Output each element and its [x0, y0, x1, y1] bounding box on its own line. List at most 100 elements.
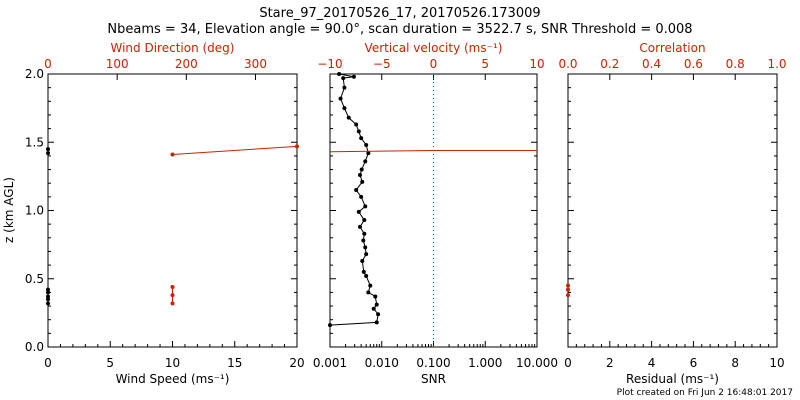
wind-data-point [46, 294, 50, 299]
y-axis-label: z (km AGL) [2, 177, 16, 243]
wind-series-line [172, 145, 298, 156]
corr-top-tick-label: 0.2 [600, 57, 619, 71]
vv-x-tick-label: 0.100 [416, 356, 450, 370]
vv-top-tick-label: 5 [481, 57, 489, 71]
corr-x-tick-label: 4 [648, 356, 656, 370]
vv-series-line [329, 73, 379, 326]
vv-x-tick-label: 0.010 [365, 356, 399, 370]
vv-data-point [356, 129, 361, 134]
vv-data-point [363, 245, 368, 250]
corr-top-tick-label: 0.6 [684, 57, 703, 71]
plot-created-footer: Plot created on Fri Jun 2 16:48:01 2017 [617, 388, 793, 398]
vv-data-point [363, 204, 368, 209]
vv-data-point [337, 72, 342, 76]
corr-top-tick-label: 0.0 [558, 57, 577, 71]
vv-x-axis-label: SNR [421, 372, 446, 386]
vv-data-point [376, 312, 381, 317]
wind-data-point [170, 152, 175, 157]
vv-data-point [360, 179, 365, 184]
corr-x-tick-label: 8 [731, 356, 739, 370]
vv-top-tick-label: −5 [373, 57, 391, 71]
vv-data-point [341, 76, 346, 81]
vv-x-tick-label: 0.001 [313, 356, 347, 370]
wind-data-point [46, 301, 50, 306]
wind-top-tick-label: 100 [106, 57, 129, 71]
vv-data-point [342, 106, 347, 111]
wind-x-tick-label: 5 [106, 356, 114, 370]
vv-data-point [364, 142, 369, 147]
wind-top-tick-label: 200 [175, 57, 198, 71]
vertical-velocity-panel: 0.001 0.010 0.100 1.000 10.000 −10 −5 0 5 10 SNR Ve… [313, 41, 558, 386]
vv-data-point [368, 283, 373, 288]
vv-x-tick-label: 10.000 [516, 356, 558, 370]
vv-data-point [338, 96, 343, 101]
wind-data-point [170, 293, 175, 298]
vv-data-point [362, 231, 367, 236]
wind-plot-frame [47, 73, 298, 348]
corr-top-tick-label: 0.4 [642, 57, 661, 71]
vv-data-point [374, 320, 379, 325]
corr-x-tick-label: 6 [690, 356, 698, 370]
wind-top-tick-label: 0 [44, 57, 52, 71]
wind-data-point [170, 301, 175, 306]
wind-data-point [295, 144, 299, 149]
wind-data-point [46, 147, 50, 152]
vv-top-tick-label: −10 [317, 57, 342, 71]
wind-y-tick-label: 1.5 [25, 135, 44, 149]
vv-data-point [364, 252, 369, 257]
wind-y-tick-label: 0.5 [25, 272, 44, 286]
vv-data-point [374, 302, 379, 307]
vv-data-point [371, 306, 376, 311]
correlation-panel: 0 2 4 6 8 10 0.0 0.2 0.4 0.6 0.8 1.0 Residual (ms⁻¹)… [558, 41, 786, 386]
corr-x-tick-label: 10 [769, 356, 784, 370]
corr-data-point [566, 283, 570, 288]
vv-data-point [361, 238, 366, 243]
wind-y-tick-label: 2.0 [25, 67, 44, 81]
vv-data-point [363, 159, 368, 164]
vv-data-point [346, 115, 351, 120]
wind-data-point [46, 287, 50, 292]
vv-x-tick-label: 1.000 [468, 356, 502, 370]
wind-data-point [46, 151, 50, 156]
vv-data-point [359, 194, 364, 199]
corr-top-axis-label: Correlation [639, 41, 705, 55]
vv-top-axis-label: Vertical velocity (ms⁻¹) [365, 41, 503, 55]
vv-data-point [351, 74, 356, 79]
corr-top-tick-label: 0.8 [726, 57, 745, 71]
vv-series-line [329, 149, 537, 153]
vv-data-point [358, 173, 363, 178]
vv-data-point [366, 290, 371, 295]
vv-data-point [364, 274, 369, 279]
wind-x-tick-label: 10 [165, 356, 180, 370]
vv-data-point [354, 188, 359, 193]
corr-data-point [566, 293, 570, 298]
wind-top-tick-label: 300 [244, 57, 267, 71]
vv-data-point [328, 323, 332, 328]
vv-top-tick-label: 0 [430, 57, 438, 71]
corr-top-tick-label: 1.0 [767, 57, 786, 71]
figure-subtitle: Nbeams = 34, Elevation angle = 90.0°, sc… [107, 22, 692, 37]
wind-x-tick-label: 15 [227, 356, 242, 370]
wind-x-tick-label: 20 [289, 356, 304, 370]
vv-data-point [373, 294, 378, 299]
figure-title: Stare_97_20170526_17, 20170526.173009 [259, 6, 540, 21]
vv-data-point [366, 151, 371, 156]
corr-x-tick-label: 0 [564, 356, 572, 370]
wind-x-axis-label: Wind Speed (ms⁻¹) [116, 372, 230, 386]
corr-plot-frame [567, 73, 778, 348]
vv-data-point [342, 85, 347, 90]
vv-data-point [359, 167, 364, 172]
vv-data-point [360, 259, 365, 264]
corr-x-axis-label: Residual (ms⁻¹) [626, 372, 719, 386]
wind-top-axis-label: Wind Direction (deg) [111, 41, 235, 55]
wind-x-tick-label: 0 [44, 356, 52, 370]
vv-data-point [358, 224, 363, 229]
vv-top-tick-label: 10 [529, 57, 544, 71]
wind-data-point [170, 284, 175, 289]
corr-data-point [566, 287, 570, 292]
vv-data-point [354, 122, 359, 127]
corr-x-tick-label: 2 [606, 356, 614, 370]
vv-data-point [356, 209, 361, 214]
vv-data-point [359, 136, 364, 141]
